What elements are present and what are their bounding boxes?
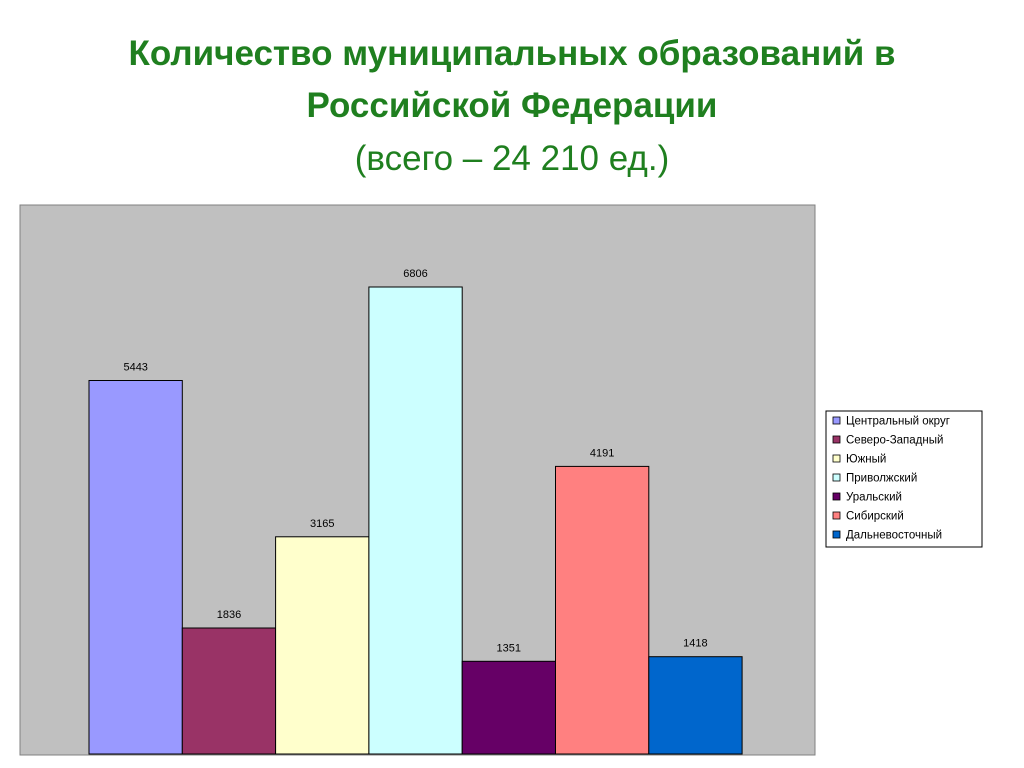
- data-label-3: 3165: [310, 518, 334, 530]
- legend-label-3: Южный: [846, 454, 886, 466]
- legend-label-7: Дальневосточный: [846, 530, 942, 542]
- legend-label-1: Центральный округ: [846, 416, 950, 428]
- legend-swatch-5: [832, 492, 841, 501]
- data-label-7: 1418: [683, 638, 707, 650]
- legend-swatch-1: [832, 416, 841, 425]
- legend-label-2: Северо-Западный: [846, 435, 943, 447]
- legend: Центральный округ Северо-Западный Южный При…: [825, 410, 983, 548]
- legend-label-4: Приволжский: [846, 473, 917, 485]
- legend-swatch-4: [832, 473, 841, 482]
- data-label-2: 1836: [217, 609, 241, 621]
- bar-7: [648, 656, 743, 755]
- data-label-5: 1351: [497, 642, 521, 654]
- data-label-4: 6806: [403, 268, 427, 280]
- legend-label-5: Уральский: [846, 492, 902, 504]
- data-label-6: 4191: [590, 447, 614, 459]
- data-label-1: 5443: [123, 362, 147, 374]
- chart-subtitle: (всего – 24 210 ед.): [354, 139, 670, 178]
- legend-swatch-6: [832, 511, 841, 520]
- bar-1: [88, 380, 183, 755]
- bar-6: [555, 465, 650, 755]
- bars-layer: [88, 286, 743, 755]
- legend-swatch-3: [832, 454, 841, 463]
- bar-5: [461, 660, 557, 755]
- chart-title-line-1: Количество муниципальных образований в: [128, 34, 896, 73]
- data-labels-layer: 5443 1836 3165 6806 1351 4191 1418: [123, 268, 707, 654]
- legend-swatch-7: [832, 530, 841, 539]
- chart-title-block: Количество муниципальных образований в Р…: [0, 28, 1024, 186]
- legend-swatch-2: [832, 435, 841, 444]
- legend-box: [825, 410, 983, 548]
- bar-4: [368, 286, 463, 755]
- legend-label-6: Сибирский: [846, 511, 904, 523]
- chart-title-line-2: Российской Федерации: [306, 86, 718, 125]
- bar-3: [275, 536, 370, 755]
- bar-2: [181, 627, 277, 755]
